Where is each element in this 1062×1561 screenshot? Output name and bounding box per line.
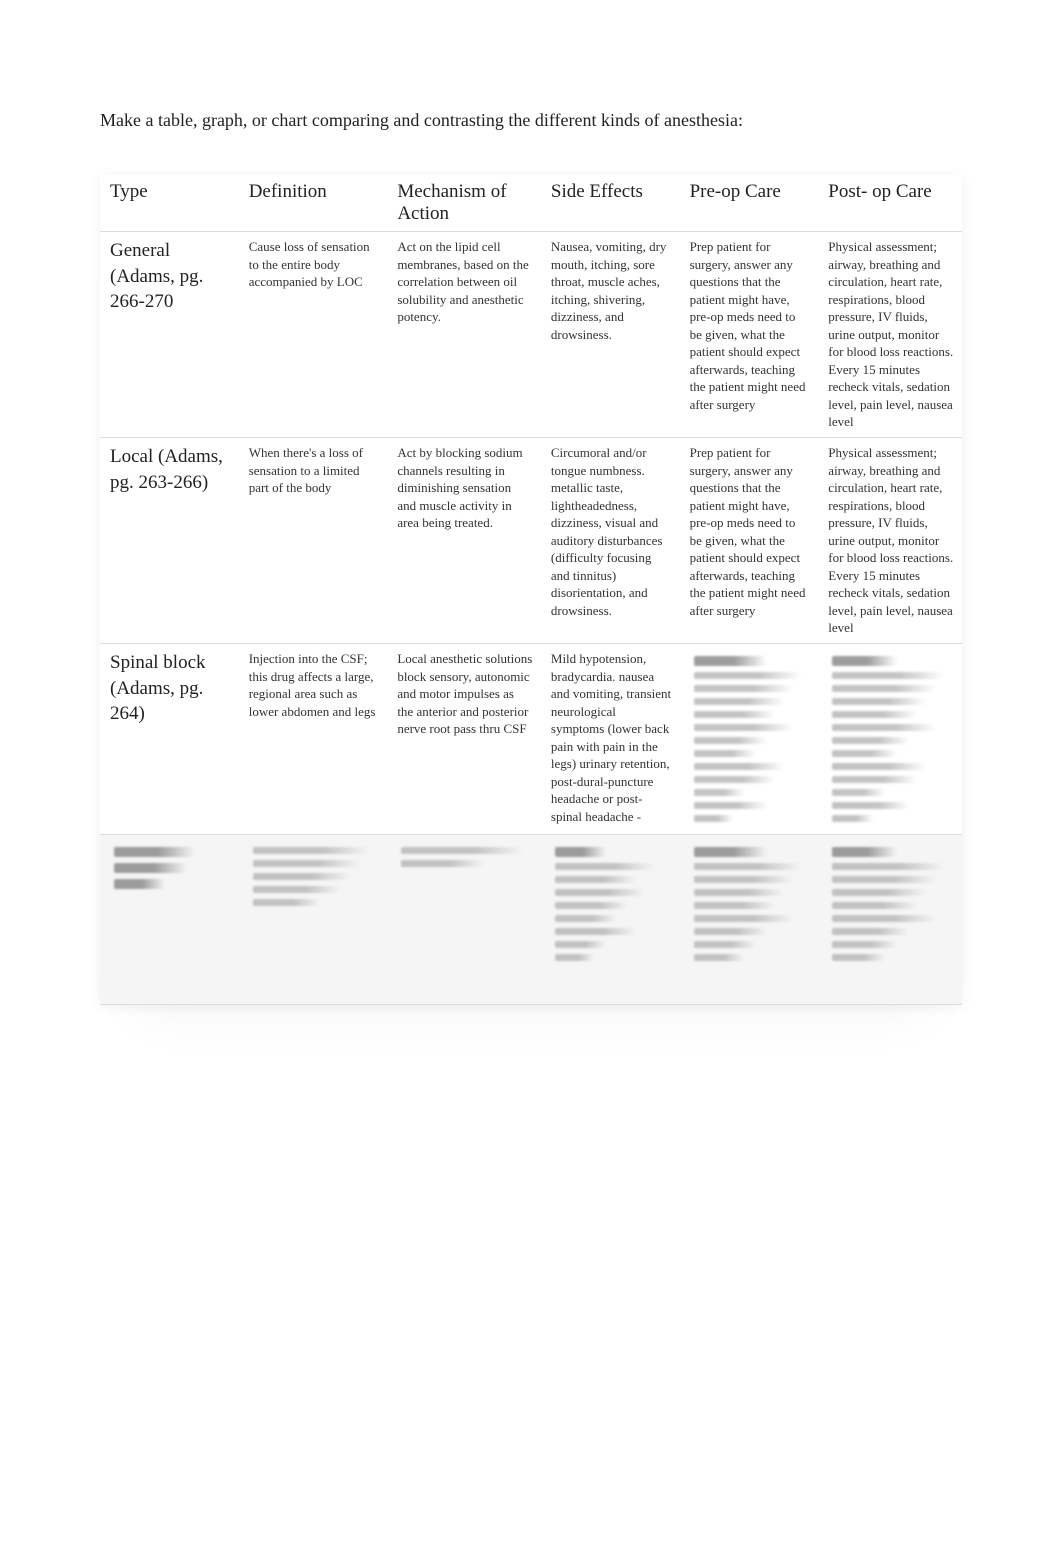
- cell-definition: Injection into the CSF; this drug affect…: [239, 644, 388, 835]
- cell-mechanism: Local anesthetic solutions block sensory…: [387, 644, 541, 835]
- anesthesia-table-wrap: Type Definition Mechanism of Action Side…: [100, 175, 962, 1005]
- cell-preop-blurred: [680, 644, 819, 835]
- table-row: Spinal block (Adams, pg. 264) Injection …: [100, 644, 962, 835]
- cell-preop: Prep patient for surgery, answer any que…: [680, 232, 819, 438]
- col-side-effects: Side Effects: [541, 175, 680, 232]
- cell-definition: When there's a loss of sensation to a li…: [239, 438, 388, 644]
- cell-blurred: [239, 835, 388, 1005]
- blur-placeholder: [828, 650, 954, 828]
- col-preop: Pre-op Care: [680, 175, 819, 232]
- cell-type: Local (Adams, pg. 263-266): [100, 438, 239, 644]
- col-definition: Definition: [239, 175, 388, 232]
- cell-blurred: [541, 835, 680, 1005]
- cell-mechanism: Act by blocking sodium channels resultin…: [387, 438, 541, 644]
- anesthesia-table: Type Definition Mechanism of Action Side…: [100, 175, 962, 1005]
- blur-placeholder: [397, 841, 533, 873]
- cell-blurred: [818, 835, 962, 1005]
- blur-placeholder: [110, 841, 231, 895]
- cell-type: General (Adams, pg. 266-270: [100, 232, 239, 438]
- cell-mechanism: Act on the lipid cell membranes, based o…: [387, 232, 541, 438]
- cell-postop-blurred: [818, 644, 962, 835]
- cell-postop: Physical assessment; airway, breathing a…: [818, 232, 962, 438]
- table-header-row: Type Definition Mechanism of Action Side…: [100, 175, 962, 232]
- blur-placeholder: [690, 650, 811, 828]
- document-page: Make a table, graph, or chart comparing …: [0, 0, 1062, 1561]
- table-row: Local (Adams, pg. 263-266) When there's …: [100, 438, 962, 644]
- cell-side-effects: Mild hypotension, bradycardia. nausea an…: [541, 644, 680, 835]
- cell-type: Spinal block (Adams, pg. 264): [100, 644, 239, 835]
- cell-preop: Prep patient for surgery, answer any que…: [680, 438, 819, 644]
- table-row: General (Adams, pg. 266-270 Cause loss o…: [100, 232, 962, 438]
- blur-placeholder: [551, 841, 672, 967]
- cell-blurred: [387, 835, 541, 1005]
- cell-definition: Cause loss of sensation to the entire bo…: [239, 232, 388, 438]
- col-type: Type: [100, 175, 239, 232]
- col-postop: Post- op Care: [818, 175, 962, 232]
- cell-side-effects: Circumoral and/or tongue numbness. metal…: [541, 438, 680, 644]
- cell-side-effects: Nausea, vomiting, dry mouth, itching, so…: [541, 232, 680, 438]
- cell-blurred: [100, 835, 239, 1005]
- table-row-blurred: [100, 835, 962, 1005]
- cell-blurred: [680, 835, 819, 1005]
- blur-placeholder: [249, 841, 380, 912]
- col-mechanism: Mechanism of Action: [387, 175, 541, 232]
- blur-placeholder: [828, 841, 954, 967]
- cell-postop: Physical assessment; airway, breathing a…: [818, 438, 962, 644]
- blur-placeholder: [690, 841, 811, 967]
- page-title: Make a table, graph, or chart comparing …: [100, 110, 962, 131]
